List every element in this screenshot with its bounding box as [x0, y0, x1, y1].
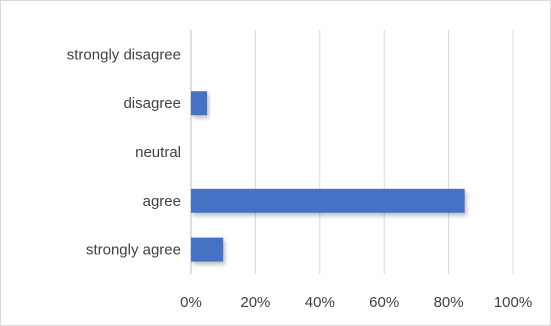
x-tick-labels: 0% 20% 40% 60% 80% 100%: [180, 294, 532, 311]
x-tick-label: 80%: [434, 294, 464, 311]
x-tick-label: 60%: [369, 294, 399, 311]
x-tick-label: 40%: [305, 294, 335, 311]
bar-disagree: [191, 91, 208, 116]
bar-agree: [191, 188, 465, 213]
x-tick-label: 20%: [240, 294, 270, 311]
bars: [191, 91, 465, 262]
category-label: neutral: [135, 144, 181, 161]
category-label: strongly agree: [86, 242, 181, 259]
category-labels: strongly disagree disagree neutral agree str…: [67, 46, 181, 258]
x-tick-label: 100%: [494, 294, 532, 311]
category-label: disagree: [123, 95, 181, 112]
category-label: strongly disagree: [67, 46, 181, 63]
category-label: agree: [143, 193, 181, 210]
x-tick-label: 0%: [180, 294, 202, 311]
gridlines: [254, 30, 514, 274]
bar-strongly-agree: [191, 237, 224, 262]
